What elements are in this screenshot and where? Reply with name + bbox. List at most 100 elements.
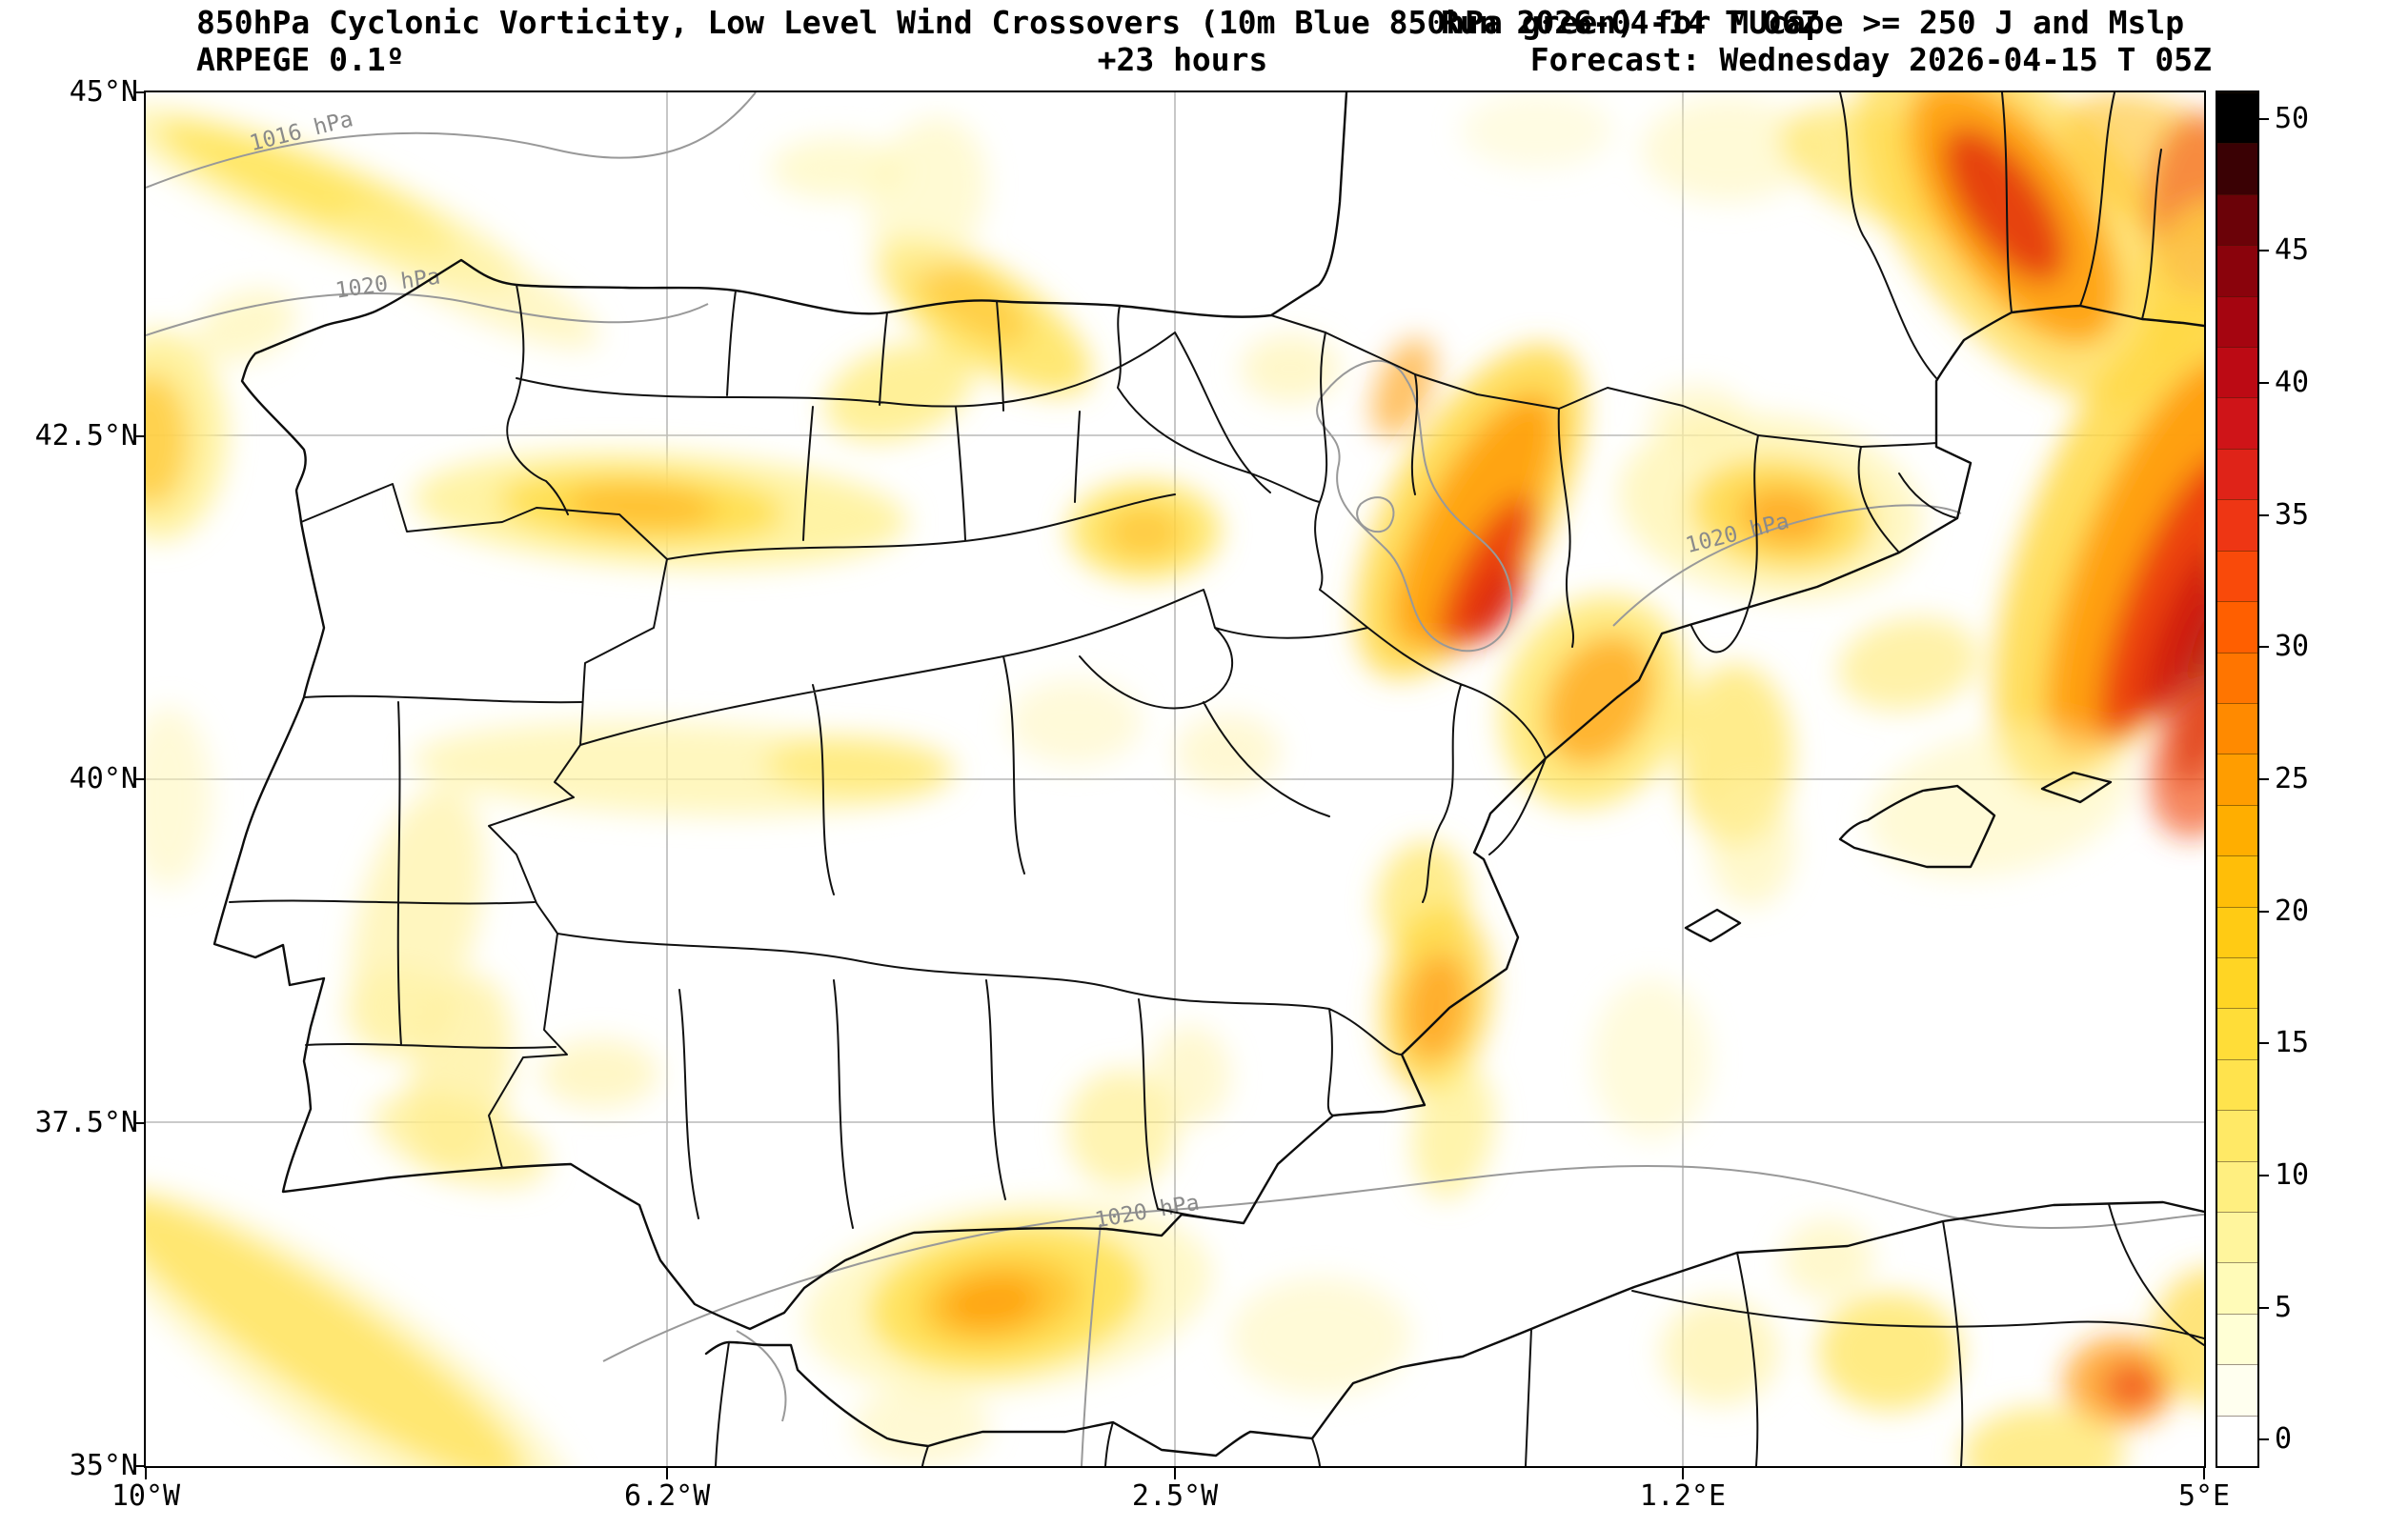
vorticity-blob	[1942, 127, 2066, 283]
vorticity-blob	[1241, 334, 1340, 403]
vorticity-shading	[146, 92, 2204, 1466]
y-tick-label: 42.5°N	[34, 418, 138, 452]
colorbar-tick-label: 15	[2275, 1026, 2310, 1060]
y-tick-mark	[134, 778, 146, 780]
vorticity-blob	[1150, 1026, 1230, 1125]
colorbar-tick-mark	[2259, 1438, 2269, 1441]
vorticity-blob	[1230, 1277, 1411, 1396]
vorticity-blob	[146, 1196, 525, 1466]
vorticity-blob	[1066, 1070, 1177, 1188]
colorbar-tick-label: 25	[2275, 762, 2310, 795]
colorbar-segment	[2217, 804, 2257, 856]
vorticity-blob	[2099, 454, 2204, 740]
colorbar-segment	[2217, 1415, 2257, 1466]
colorbar-tick-mark	[2259, 250, 2269, 252]
y-tick-label: 37.5°N	[34, 1105, 138, 1139]
colorbar-tick-label: 35	[2275, 497, 2310, 532]
colorbar-segment	[2217, 1058, 2257, 1111]
africa-borders	[715, 1203, 2204, 1466]
vorticity-blob	[2148, 680, 2204, 838]
colorbar-segment	[2217, 702, 2257, 754]
colorbar-gradient	[2217, 92, 2257, 1466]
colorbar-tick-label: 20	[2275, 894, 2310, 928]
vorticity-blob	[1709, 783, 1794, 907]
balearic-islands	[1684, 771, 2113, 943]
spain-province-borders	[506, 284, 1958, 1229]
vorticity-blob	[373, 1093, 548, 1188]
vorticity-blob	[770, 138, 903, 199]
y-tick-mark	[134, 1121, 146, 1124]
x-tick-label: 10°W	[111, 1479, 181, 1513]
forecast-label: Forecast: Wednesday 2026-04-15 T 05Z	[1529, 41, 2212, 78]
vorticity-blob	[2153, 1268, 2204, 1405]
vorticity-blob	[1411, 1062, 1495, 1199]
colorbar-segment	[2217, 347, 2257, 398]
colorbar-segment	[2217, 397, 2257, 449]
coastlines-and-borders	[212, 92, 2204, 1466]
colorbar-segment	[2217, 295, 2257, 348]
x-tick-label: 1.2°E	[1639, 1479, 1727, 1513]
portugal-district-borders	[229, 694, 583, 1049]
colorbar-segment	[2217, 601, 2257, 653]
colorbar-segment	[2217, 1364, 2257, 1416]
x-tick-label: 6.2°W	[623, 1479, 711, 1513]
africa-coastline	[704, 1200, 2204, 1458]
y-tick-label: 40°N	[69, 762, 138, 795]
colorbar-segment	[2217, 143, 2257, 194]
colorbar-segment	[2217, 906, 2257, 957]
vorticity-blob	[1393, 393, 1557, 649]
colorbar-tick-mark	[2259, 513, 2269, 516]
colorbar-tick-mark	[2259, 1042, 2269, 1045]
colorbar-segment	[2217, 1160, 2257, 1212]
vorticity-blob	[340, 208, 599, 349]
x-tick-label: 5°E	[2177, 1479, 2231, 1513]
colorbar-segment	[2217, 1313, 2257, 1365]
vorticity-blob	[1818, 1293, 1961, 1411]
colorbar-segment	[2217, 1211, 2257, 1263]
vorticity-blob	[540, 1039, 658, 1108]
colorbar-segment	[2217, 1262, 2257, 1314]
colorbar-tick-label: 40	[2275, 366, 2310, 400]
colorbar-segment	[2217, 652, 2257, 703]
colorbar-tick-mark	[2259, 117, 2269, 120]
colorbar-tick-label: 50	[2275, 101, 2310, 135]
colorbar-tick-label: 45	[2275, 233, 2310, 268]
colorbar-segment	[2217, 448, 2257, 500]
vorticity-blob	[1469, 561, 1525, 643]
vorticity-blob	[1592, 978, 1710, 1140]
iberia-france-coastline	[212, 92, 2204, 1331]
vorticity-blob	[1544, 634, 1654, 766]
colorbar-tick-mark	[2259, 778, 2269, 780]
vorticity-blob	[824, 343, 973, 442]
y-tick-label: 45°N	[69, 75, 138, 109]
x-tick-mark	[1174, 1468, 1176, 1479]
vorticity-blob	[1649, 386, 1745, 447]
colorbar-segment	[2217, 855, 2257, 907]
vorticity-blob	[1868, 727, 2131, 877]
colorbar-segment	[2217, 754, 2257, 805]
vorticity-blob	[1461, 92, 1613, 169]
vorticity-blob	[146, 707, 212, 888]
chart-title: 850hPa Cyclonic Vorticity, Low Level Win…	[196, 4, 2185, 41]
colorbar-segment	[2217, 1008, 2257, 1059]
colorbar-segment	[2217, 1110, 2257, 1161]
map-plot: 1016 hPa 1020 hPa 1020 hPa 1020 hPa	[144, 90, 2206, 1468]
x-tick-mark	[666, 1468, 669, 1479]
colorbar-segment	[2217, 92, 2257, 144]
model-label: ARPEGE 0.1º	[196, 41, 405, 78]
pyrenees-border	[1270, 314, 1937, 448]
run-label: Run 2026-04-14 T 06Z	[1441, 4, 1820, 41]
colorbar-tick-label: 10	[2275, 1157, 2310, 1192]
vorticity-blob	[1104, 507, 1184, 558]
colorbar-segment	[2217, 245, 2257, 296]
x-tick-mark	[1681, 1468, 1684, 1479]
x-tick-label: 2.5°W	[1131, 1479, 1219, 1513]
vorticity-blob	[2142, 541, 2204, 720]
colorbar-segment	[2217, 956, 2257, 1009]
colorbar-tick-label: 5	[2275, 1290, 2293, 1324]
colorbar-tick-label: 0	[2275, 1422, 2293, 1457]
vorticity-blob	[1176, 714, 1281, 791]
portugal-spain-border	[300, 483, 668, 1169]
colorbar-segment	[2217, 499, 2257, 551]
